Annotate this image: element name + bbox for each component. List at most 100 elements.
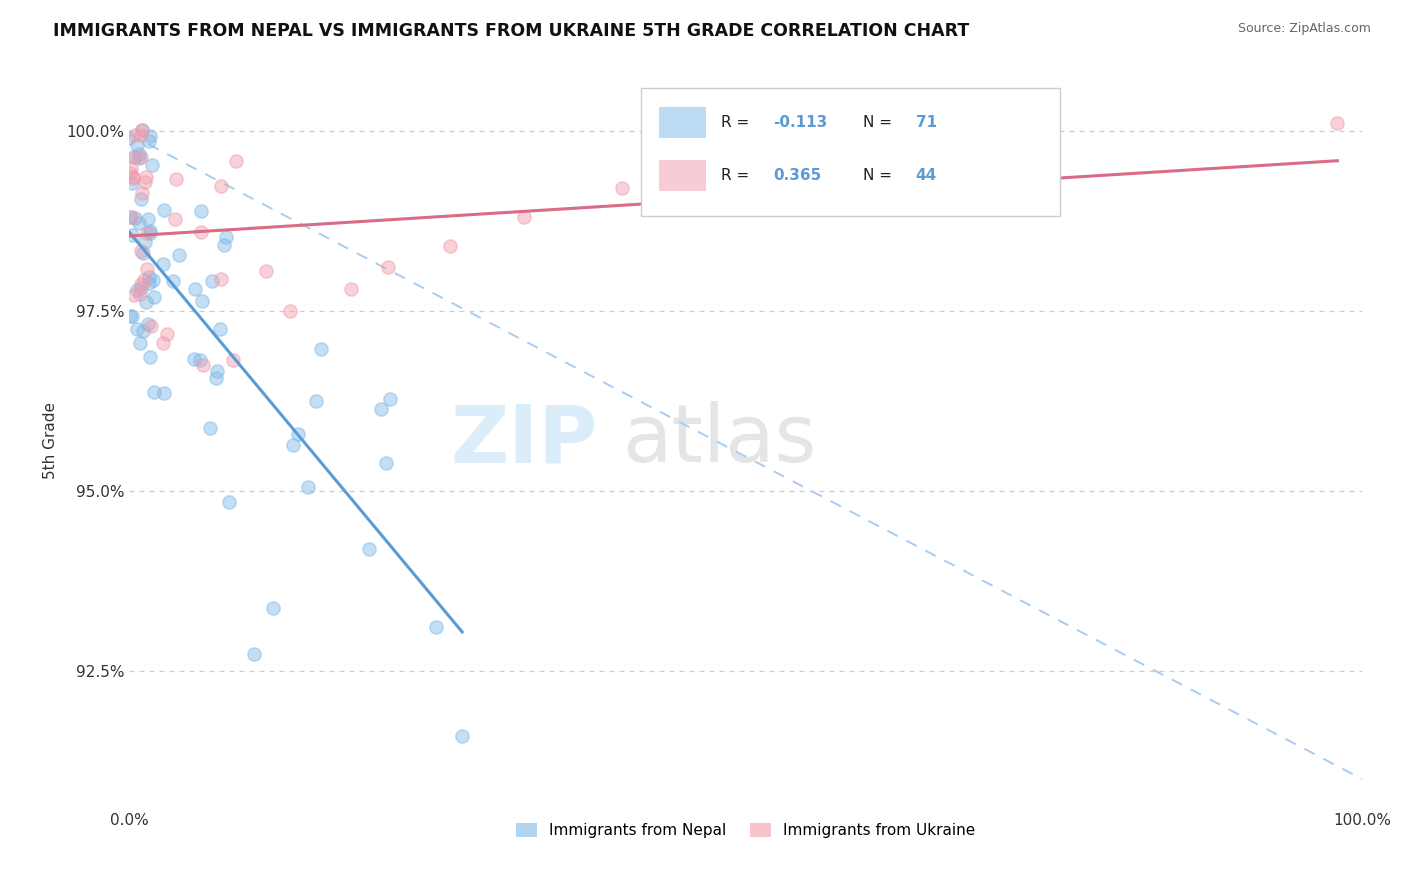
Point [134, 235, 156, 249]
Point [132, 324, 155, 338]
Point [205, 370, 228, 384]
Text: 44: 44 [915, 169, 936, 184]
Point [513, 210, 536, 224]
Point [129, 287, 152, 301]
Legend: Immigrants from Nepal, Immigrants from Ukraine: Immigrants from Nepal, Immigrants from U… [510, 816, 981, 844]
Point [152, 203, 174, 218]
Point [209, 272, 232, 286]
Point [121, 171, 143, 186]
Point [136, 317, 159, 331]
Point [120, 309, 142, 323]
Point [128, 147, 150, 161]
Point [254, 264, 277, 278]
Point [153, 385, 176, 400]
Text: ZIP: ZIP [450, 401, 598, 479]
Point [287, 426, 309, 441]
Point [124, 211, 146, 225]
Point [163, 212, 186, 227]
Point [377, 260, 399, 275]
Point [209, 322, 232, 336]
Point [128, 216, 150, 230]
Point [152, 257, 174, 271]
Point [135, 295, 157, 310]
Point [359, 541, 381, 556]
Point [131, 281, 153, 295]
Point [1326, 116, 1348, 130]
Point [297, 480, 319, 494]
Point [118, 166, 141, 180]
Point [142, 272, 165, 286]
Point [167, 248, 190, 262]
Point [141, 158, 163, 172]
Text: 71: 71 [915, 115, 936, 129]
Point [134, 175, 156, 189]
Point [425, 620, 447, 634]
Point [118, 131, 141, 145]
Point [283, 438, 305, 452]
Point [132, 246, 155, 260]
Point [132, 273, 155, 287]
Point [138, 276, 160, 290]
Point [209, 178, 232, 193]
Point [136, 226, 159, 240]
Point [121, 227, 143, 242]
Point [340, 282, 363, 296]
Point [191, 294, 214, 309]
Text: atlas: atlas [623, 401, 817, 479]
Point [190, 204, 212, 219]
Point [243, 647, 266, 661]
Point [121, 176, 143, 190]
Point [131, 123, 153, 137]
Point [451, 729, 474, 743]
Text: IMMIGRANTS FROM NEPAL VS IMMIGRANTS FROM UKRAINE 5TH GRADE CORRELATION CHART: IMMIGRANTS FROM NEPAL VS IMMIGRANTS FROM… [53, 22, 970, 40]
Point [122, 288, 145, 302]
Point [143, 385, 166, 400]
FancyBboxPatch shape [659, 161, 706, 191]
Point [156, 327, 179, 342]
Point [135, 170, 157, 185]
Point [142, 290, 165, 304]
Text: R =: R = [721, 169, 754, 184]
Point [135, 262, 157, 277]
Point [152, 335, 174, 350]
Point [129, 336, 152, 351]
Point [139, 318, 162, 333]
Point [612, 181, 634, 195]
Point [222, 352, 245, 367]
Point [215, 230, 238, 244]
FancyBboxPatch shape [659, 107, 706, 137]
Point [734, 153, 756, 167]
Point [129, 128, 152, 142]
Point [131, 244, 153, 258]
Text: 0.365: 0.365 [773, 169, 821, 184]
Point [124, 128, 146, 143]
Point [183, 352, 205, 367]
Point [122, 150, 145, 164]
Point [374, 456, 396, 470]
Text: N =: N = [863, 169, 897, 184]
Point [190, 226, 212, 240]
Point [198, 421, 221, 435]
Point [124, 150, 146, 164]
Text: Source: ZipAtlas.com: Source: ZipAtlas.com [1237, 22, 1371, 36]
Point [122, 169, 145, 184]
Point [129, 277, 152, 291]
Point [184, 282, 207, 296]
Point [128, 151, 150, 165]
Point [121, 210, 143, 224]
Point [125, 322, 148, 336]
Point [165, 172, 187, 186]
Point [370, 402, 392, 417]
Point [191, 358, 214, 372]
Point [120, 210, 142, 224]
FancyBboxPatch shape [641, 87, 1060, 216]
Point [138, 226, 160, 240]
Point [309, 343, 332, 357]
Point [125, 283, 148, 297]
Point [225, 154, 247, 169]
Text: -0.113: -0.113 [773, 115, 827, 129]
Point [201, 275, 224, 289]
Point [131, 123, 153, 137]
Point [139, 351, 162, 365]
Point [121, 309, 143, 323]
